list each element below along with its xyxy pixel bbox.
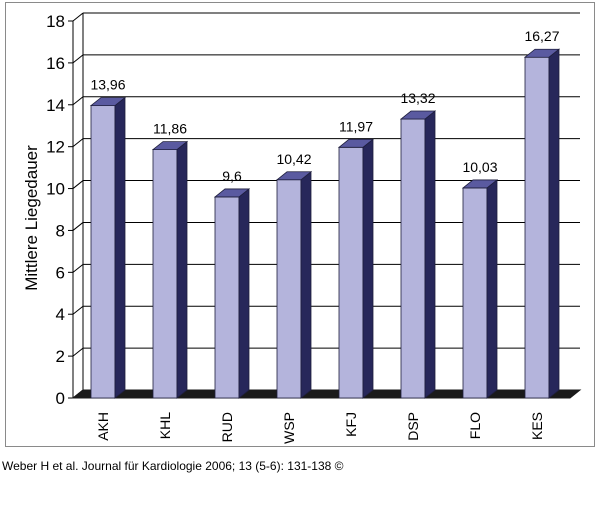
bar-side [362,138,374,399]
bar-side [424,110,436,399]
axes [68,13,84,399]
y-tick-label: 16 [46,54,65,73]
bar-front [400,118,426,399]
value-label: 13,32 [400,90,435,106]
gridline-depth [72,347,84,357]
gridline-depth [72,222,84,231]
bar-front [90,105,116,399]
x-tick-label: RUD [219,412,235,442]
bar-flo [461,179,499,399]
bar-top [523,48,561,58]
bar-wsp [275,170,313,399]
bar-top [399,110,437,120]
bar-top [213,188,251,198]
bar-side [238,188,250,399]
bar-front [338,146,364,399]
x-tick-label: WSP [281,412,297,444]
gridline-depth [72,263,84,273]
bar-top [461,179,499,189]
chart-floor [71,389,582,399]
bar-top [337,138,375,148]
x-tick-label: KHL [157,412,173,439]
x-tick-label: DSP [405,412,421,441]
value-label: 10,42 [276,151,311,167]
value-label: 11,97 [339,118,373,134]
x-tick-label: AKH [95,412,111,441]
bar-chart: 13,96 11,86 9,6 10,42 11,97 13,32 10,03 16,27 0… [22,12,582,444]
y-tick-label: 6 [56,263,65,282]
gridline-depth [72,96,84,106]
tick-labels: 0 2 4 6 8 10 12 14 16 18 AKH KHL RUD WSP KFJ DSP FLO KES [46,12,545,444]
x-tick-label: KES [529,412,545,440]
value-label: 13,96 [90,77,125,93]
gridline-depth [72,305,84,315]
y-tick-label: 14 [46,96,65,115]
bar-top [151,141,189,150]
bar-rud [213,188,251,399]
gridline-depth [72,54,84,64]
bar-akh [89,96,127,399]
bar-top [89,97,127,107]
gridlines [72,12,580,399]
bar-front [152,149,178,399]
y-tick-label: 18 [46,12,65,31]
y-tick-label: 2 [56,347,65,366]
citation-text: Weber H et al. Journal für Kardiologie 2… [2,459,344,473]
bar-side [548,48,560,399]
y-axis-label: Mittlere Liegedauer [22,145,41,291]
bars [89,48,561,399]
value-labels: 13,96 11,86 9,6 10,42 11,97 13,32 10,03 16,27 [90,28,559,184]
x-tick-label: FLO [467,412,483,439]
bar-kes [523,48,561,399]
gridline-depth [72,138,84,148]
x-tick-label: KFJ [343,412,359,437]
floor-slab [71,389,582,399]
y-tick-label: 0 [56,389,65,408]
y-tick-label: 8 [56,221,65,240]
value-label: 10,03 [462,159,497,175]
bar-side [114,96,126,399]
y-tick-label: 12 [46,138,65,157]
bar-side [176,140,188,399]
gridline-depth [72,12,84,22]
value-label: 11,86 [153,121,187,137]
gridline-depth [72,180,84,189]
bar-top [275,171,313,181]
bar-side [300,170,312,399]
bar-front [524,56,550,399]
y-tick-label: 10 [46,180,65,199]
bar-front [214,196,240,399]
bar-front [462,187,488,399]
y-tick-label: 4 [56,305,65,324]
bar-khl [151,140,189,399]
bar-side [486,179,498,399]
bar-dsp [399,110,437,399]
bar-front [276,179,302,399]
value-label: 16,27 [524,28,559,44]
bar-kfj [337,138,375,399]
value-label: 9,6 [222,168,242,184]
